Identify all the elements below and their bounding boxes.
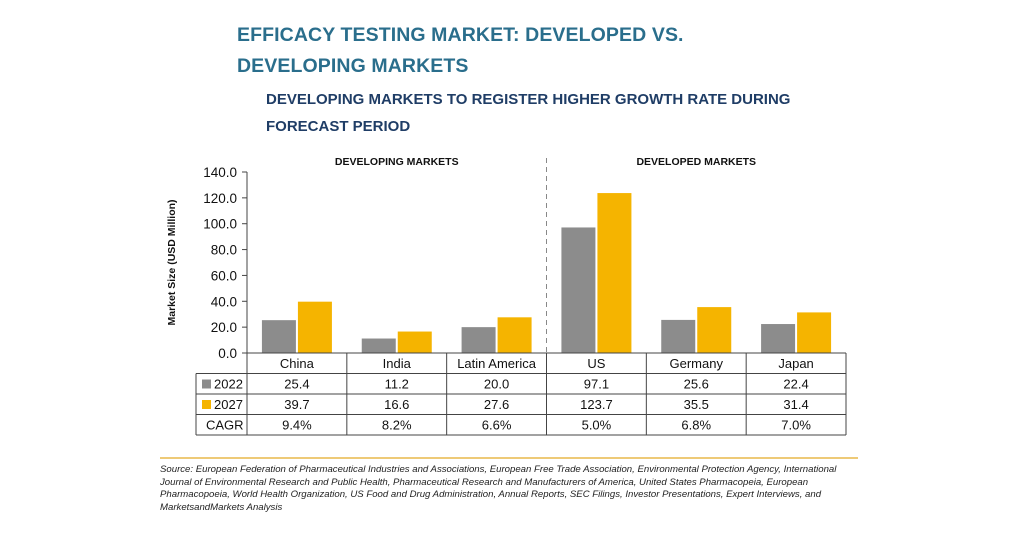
cagr-value: 6.6% [482, 418, 512, 433]
data-label-2027: 27.6 [484, 397, 509, 412]
legend-label-2022: 2022 [214, 377, 243, 392]
cagr-label: CAGR [206, 418, 244, 433]
y-tick-label: 60.0 [211, 268, 237, 283]
bar-2027-us [597, 193, 632, 353]
cagr-value: 9.4% [282, 418, 312, 433]
chart-title: EFFICACY TESTING MARKET: DEVELOPED VS. D… [237, 24, 684, 77]
bar-2027-japan [797, 312, 832, 353]
bar-2022-us [561, 227, 596, 353]
source-note: Source: European Federation of Pharmaceu… [160, 464, 837, 513]
y-tick-label: 100.0 [203, 217, 237, 232]
bar-2022-latin-america [461, 327, 496, 353]
bar-2022-india [361, 338, 396, 353]
y-tick-label: 40.0 [211, 294, 237, 309]
data-label-2027: 39.7 [284, 397, 309, 412]
data-label-2027: 31.4 [783, 397, 808, 412]
bar-2022-china [261, 320, 296, 353]
data-label-2022: 25.4 [284, 377, 309, 392]
y-tick-label: 80.0 [211, 243, 237, 258]
bar-2022-japan [761, 324, 796, 353]
cagr-value: 7.0% [781, 418, 811, 433]
cagr-value: 6.8% [681, 418, 711, 433]
data-label-2022: 20.0 [484, 377, 509, 392]
y-tick-label: 0.0 [218, 346, 237, 361]
y-tick-label: 120.0 [203, 191, 237, 206]
bar-2027-india [397, 331, 432, 353]
category-label: China [280, 356, 315, 371]
category-label: India [383, 356, 412, 371]
data-label-2022: 25.6 [684, 377, 709, 392]
y-axis-label: Market Size (USD Million) [166, 199, 178, 325]
bar-2027-china [297, 301, 332, 353]
data-label-2027: 123.7 [580, 397, 613, 412]
y-tick-label: 20.0 [211, 320, 237, 335]
data-label-2022: 11.2 [385, 377, 409, 392]
category-label: Germany [670, 356, 724, 371]
chart-subtitle: DEVELOPING MARKETS TO REGISTER HIGHER GR… [266, 91, 791, 135]
group-label: DEVELOPED MARKETS [636, 156, 756, 168]
bar-2027-germany [697, 307, 732, 353]
data-label-2022: 97.1 [584, 377, 609, 392]
category-label: Latin America [457, 356, 537, 371]
y-tick-label: 140.0 [203, 165, 237, 180]
data-label-2027: 16.6 [384, 397, 409, 412]
bar-2022-germany [661, 319, 696, 353]
legend-swatch-2027 [202, 400, 211, 409]
cagr-value: 8.2% [382, 418, 412, 433]
bar-2027-latin-america [497, 317, 532, 353]
category-label: Japan [778, 356, 813, 371]
data-label-2027: 35.5 [684, 397, 709, 412]
data-label-2022: 22.4 [783, 377, 808, 392]
cagr-value: 5.0% [582, 418, 612, 433]
group-label: DEVELOPING MARKETS [335, 156, 459, 168]
category-label: US [587, 356, 605, 371]
legend-swatch-2022 [202, 379, 211, 389]
legend-label-2027: 2027 [214, 397, 243, 412]
